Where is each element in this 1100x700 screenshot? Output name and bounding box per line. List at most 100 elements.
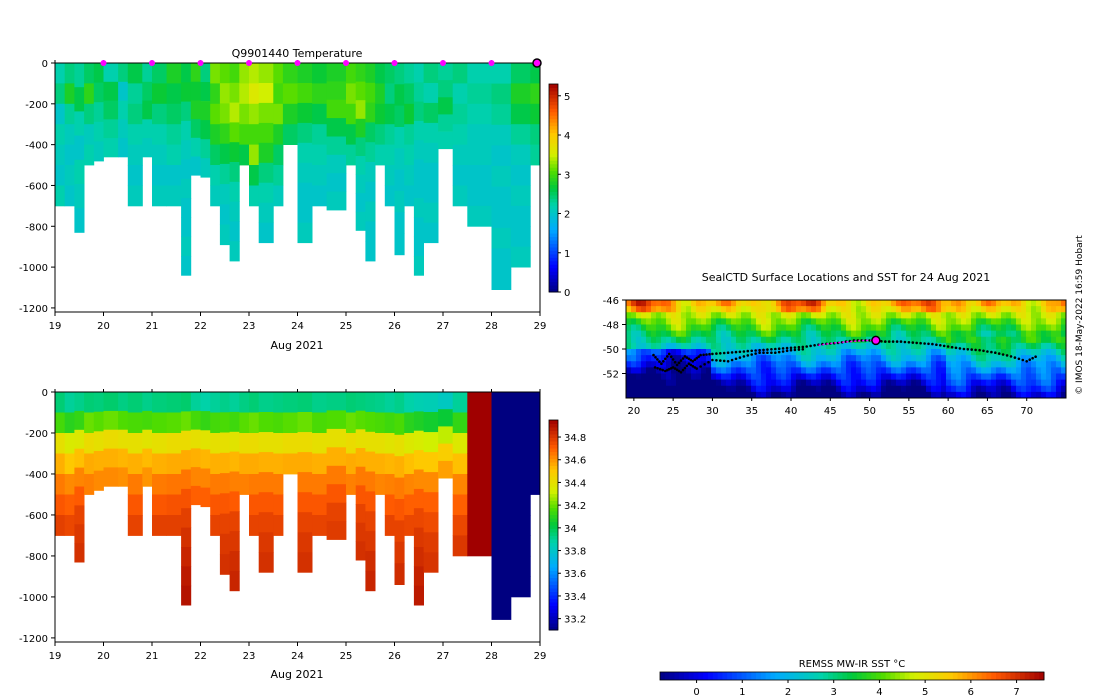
sst-cell <box>846 324 852 332</box>
sst-cell <box>1041 330 1047 338</box>
sst-cell <box>826 355 832 362</box>
seal-surface-location <box>746 349 750 353</box>
sst-colorbar-swatch <box>938 672 944 680</box>
sst-cell <box>711 324 717 332</box>
profile-cell <box>103 100 119 120</box>
x-tick-label: 28 <box>485 651 498 662</box>
sst-colorbar-swatch <box>727 672 733 680</box>
colorbar-swatch <box>549 507 558 512</box>
sst-cell <box>701 391 707 399</box>
seal-surface-location <box>693 358 697 362</box>
sst-cell <box>651 391 657 399</box>
sst-cell <box>821 324 827 332</box>
sst-cell <box>701 367 707 374</box>
profile-cell <box>181 178 192 199</box>
sst-cell <box>666 385 672 393</box>
profile-cell <box>142 410 153 431</box>
sst-cell <box>1041 373 1047 381</box>
sst-cell <box>846 355 852 362</box>
seal-surface-location <box>962 347 966 351</box>
profile-cell <box>346 474 357 495</box>
profile-cell <box>365 122 376 143</box>
colorbar-swatch <box>549 602 558 606</box>
sst-cell <box>836 300 842 307</box>
sst-cell <box>996 318 1002 325</box>
sst-cell <box>686 336 692 344</box>
sst-cell <box>861 355 867 362</box>
sst-cell <box>691 367 697 374</box>
sst-colorbar-swatch <box>746 672 752 680</box>
profile-cell <box>365 511 376 532</box>
profile-cell <box>200 158 211 178</box>
sst-cell <box>631 385 637 393</box>
sst-cell <box>816 379 822 387</box>
sst-cell <box>941 336 947 344</box>
sst-cell <box>661 318 667 325</box>
sst-cell <box>1001 342 1007 350</box>
sst-cell <box>681 318 687 325</box>
seal-surface-location <box>770 348 773 351</box>
sst-cell <box>821 306 827 313</box>
sst-cell <box>1026 355 1032 362</box>
sst-cell <box>966 336 972 344</box>
sst-map-y-axis: -46-48-50-52 <box>603 296 626 381</box>
colorbar-tick-label: 1 <box>564 249 570 260</box>
colorbar-swatch <box>549 427 558 431</box>
sst-cell <box>726 391 732 399</box>
sst-cell <box>821 312 827 319</box>
sst-cell <box>726 330 732 338</box>
sst-cell <box>806 391 812 399</box>
seal-surface-location <box>683 366 687 370</box>
sst-cell <box>1061 300 1067 307</box>
seal-surface-location <box>679 371 683 374</box>
sst-cell <box>831 367 837 374</box>
sst-cell <box>906 300 912 307</box>
colorbar-swatch <box>549 528 558 533</box>
sst-cell <box>666 330 672 338</box>
profile-cell <box>249 433 260 454</box>
sst-cell <box>731 318 737 325</box>
profile-cell <box>93 102 104 123</box>
sst-cell <box>746 361 752 368</box>
colorbar-tick-label: 34.6 <box>564 456 586 467</box>
sst-cell <box>996 342 1002 350</box>
sst-cell <box>661 361 667 368</box>
sst-cell <box>1041 306 1047 313</box>
profile-cell <box>74 87 85 112</box>
sst-cell <box>686 312 692 319</box>
sst-cell <box>1056 306 1062 313</box>
sst-cell <box>696 336 702 344</box>
profile-cell <box>452 103 468 125</box>
profile-cell <box>326 502 347 522</box>
sst-cell <box>651 324 657 332</box>
seal-surface-location <box>754 352 757 355</box>
sst-cell <box>1016 312 1022 319</box>
profile-cell <box>239 144 250 166</box>
profile-cell <box>404 494 415 516</box>
profile-cell <box>375 63 386 84</box>
sst-cell <box>626 361 632 368</box>
seal-surface-location <box>809 344 812 348</box>
profile-cell <box>64 474 75 495</box>
profile-cell <box>423 182 439 204</box>
colorbar-swatch <box>549 236 558 241</box>
sst-cell <box>726 300 732 307</box>
colorbar-swatch <box>549 260 558 265</box>
sst-cell <box>876 361 882 368</box>
profile-cell <box>64 124 75 145</box>
sst-cell <box>726 306 732 313</box>
sst-cell <box>856 385 862 393</box>
sst-cell <box>1011 312 1017 319</box>
profile-cell <box>510 412 531 434</box>
colorbar-swatch <box>549 462 558 466</box>
sst-cell <box>901 379 907 387</box>
profile-cell <box>181 82 192 102</box>
profile-cell <box>258 492 274 513</box>
sst-cell <box>646 349 652 356</box>
sst-cell <box>841 373 847 381</box>
sst-cell <box>696 355 702 362</box>
sst-cell <box>641 379 647 387</box>
profile-cell <box>394 499 405 521</box>
sst-cell <box>856 330 862 338</box>
profile-cell <box>404 124 415 145</box>
